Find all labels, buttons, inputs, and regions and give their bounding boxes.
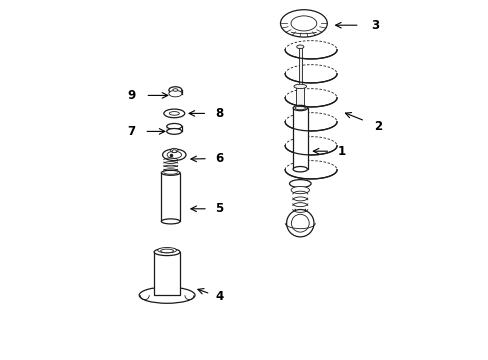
Ellipse shape <box>139 287 195 303</box>
Ellipse shape <box>290 16 316 31</box>
Ellipse shape <box>293 84 306 89</box>
Ellipse shape <box>172 89 178 91</box>
Ellipse shape <box>167 151 181 158</box>
Ellipse shape <box>172 150 176 153</box>
Ellipse shape <box>170 148 178 153</box>
Ellipse shape <box>291 214 308 232</box>
Ellipse shape <box>160 249 173 253</box>
Ellipse shape <box>290 186 309 194</box>
Ellipse shape <box>161 170 180 175</box>
Bar <box>292 108 307 169</box>
Ellipse shape <box>163 149 185 161</box>
Text: 2: 2 <box>373 120 381 132</box>
Bar <box>296 86 304 108</box>
Ellipse shape <box>280 10 326 37</box>
Ellipse shape <box>169 112 179 115</box>
Bar <box>166 126 182 131</box>
Ellipse shape <box>163 109 184 118</box>
Ellipse shape <box>286 210 313 237</box>
Ellipse shape <box>166 123 182 129</box>
Text: 1: 1 <box>337 145 345 158</box>
Bar <box>154 252 180 295</box>
Text: 4: 4 <box>215 291 223 303</box>
Ellipse shape <box>292 105 307 111</box>
Text: 3: 3 <box>370 19 378 32</box>
Ellipse shape <box>292 166 307 172</box>
Text: 5: 5 <box>215 202 223 215</box>
Text: 7: 7 <box>127 125 135 138</box>
Text: 9: 9 <box>127 89 135 102</box>
Ellipse shape <box>295 106 305 110</box>
Ellipse shape <box>168 90 182 97</box>
Ellipse shape <box>166 129 182 134</box>
Ellipse shape <box>289 180 310 188</box>
Ellipse shape <box>296 45 303 49</box>
Bar <box>298 47 301 86</box>
Ellipse shape <box>168 87 182 93</box>
Ellipse shape <box>154 248 180 256</box>
Text: 8: 8 <box>215 107 223 120</box>
Ellipse shape <box>158 248 176 253</box>
Bar <box>161 173 180 221</box>
Ellipse shape <box>161 219 180 224</box>
Text: 6: 6 <box>215 152 223 165</box>
